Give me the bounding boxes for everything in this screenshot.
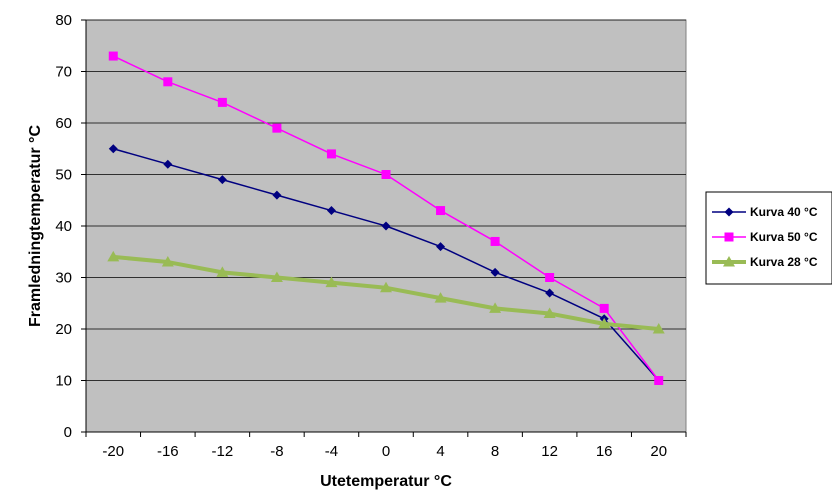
x-tick-label: 4 bbox=[436, 443, 444, 460]
x-tick-label: 16 bbox=[596, 443, 613, 460]
data-point bbox=[108, 144, 118, 154]
data-point bbox=[545, 273, 555, 282]
y-tick-label: 30 bbox=[55, 270, 72, 287]
legend-item: Kurva 40 °C bbox=[712, 205, 818, 219]
x-tick-label: -8 bbox=[270, 443, 283, 460]
series-2 bbox=[108, 51, 664, 385]
y-tick-label: 0 bbox=[64, 424, 72, 441]
data-point bbox=[490, 267, 500, 277]
data-point bbox=[598, 317, 611, 329]
series-lines bbox=[107, 51, 665, 385]
legend-item: Kurva 50 °C bbox=[712, 230, 818, 244]
y-tick-labels: 0 10 20 30 40 50 60 70 80 bbox=[55, 12, 72, 441]
data-point bbox=[652, 323, 665, 334]
y-tick-label: 70 bbox=[55, 64, 72, 81]
data-point bbox=[326, 149, 336, 159]
data-point bbox=[543, 307, 556, 319]
data-point bbox=[654, 376, 664, 385]
legend-marker bbox=[724, 207, 734, 217]
data-point bbox=[325, 276, 338, 288]
data-point bbox=[545, 288, 555, 298]
y-tick-label: 50 bbox=[55, 167, 72, 184]
y-tick-label: 10 bbox=[55, 373, 72, 390]
x-tick-label: 12 bbox=[541, 443, 558, 460]
x-tick-label: 0 bbox=[382, 443, 390, 460]
x-tick-label: 20 bbox=[650, 443, 667, 460]
x-tick-label: -4 bbox=[325, 443, 338, 460]
data-point bbox=[490, 236, 500, 246]
data-point bbox=[217, 97, 227, 107]
data-point bbox=[108, 51, 118, 61]
y-tick-label: 20 bbox=[55, 321, 72, 338]
data-point bbox=[381, 170, 391, 179]
y-tick-label: 40 bbox=[55, 218, 72, 235]
legend-marker bbox=[724, 232, 734, 242]
data-point bbox=[436, 242, 446, 252]
data-point bbox=[161, 256, 174, 267]
axes bbox=[81, 19, 687, 437]
y-tick-label: 60 bbox=[55, 115, 72, 132]
x-tick-labels: -20 -16 -12 -8 -4 0 4 8 12 16 20 bbox=[102, 443, 667, 460]
data-point bbox=[270, 271, 283, 282]
x-axis-title: Utetemperatur °C bbox=[320, 473, 452, 490]
legend-marker bbox=[723, 256, 735, 267]
data-point bbox=[163, 77, 173, 87]
legend-label: Kurva 28 °C bbox=[750, 255, 818, 269]
data-point bbox=[217, 175, 227, 185]
data-point bbox=[599, 303, 609, 313]
series-1 bbox=[108, 144, 664, 385]
data-point bbox=[436, 206, 446, 216]
legend-label: Kurva 40 °C bbox=[750, 205, 818, 219]
data-point bbox=[434, 292, 447, 303]
legend-item: Kurva 28 °C bbox=[712, 255, 818, 269]
y-tick-label: 80 bbox=[55, 12, 72, 29]
data-point bbox=[272, 190, 282, 200]
x-tick-label: 8 bbox=[491, 443, 499, 460]
data-point bbox=[216, 266, 229, 277]
data-point bbox=[326, 206, 336, 216]
x-tick-label: -12 bbox=[212, 443, 234, 460]
series-3 bbox=[107, 250, 665, 334]
data-point bbox=[107, 250, 120, 262]
legend: Kurva 40 °C Kurva 50 °C Kurva 28 °C bbox=[705, 191, 832, 285]
data-point bbox=[381, 221, 391, 231]
legend-label: Kurva 50 °C bbox=[750, 230, 818, 244]
x-tick-label: -16 bbox=[157, 443, 179, 460]
x-tick-label: -20 bbox=[102, 443, 124, 460]
data-point bbox=[272, 123, 282, 133]
data-point bbox=[380, 281, 392, 293]
data-point bbox=[489, 302, 502, 313]
y-axis-title: Framledningtemperatur °C bbox=[27, 125, 44, 327]
data-point bbox=[163, 159, 173, 169]
